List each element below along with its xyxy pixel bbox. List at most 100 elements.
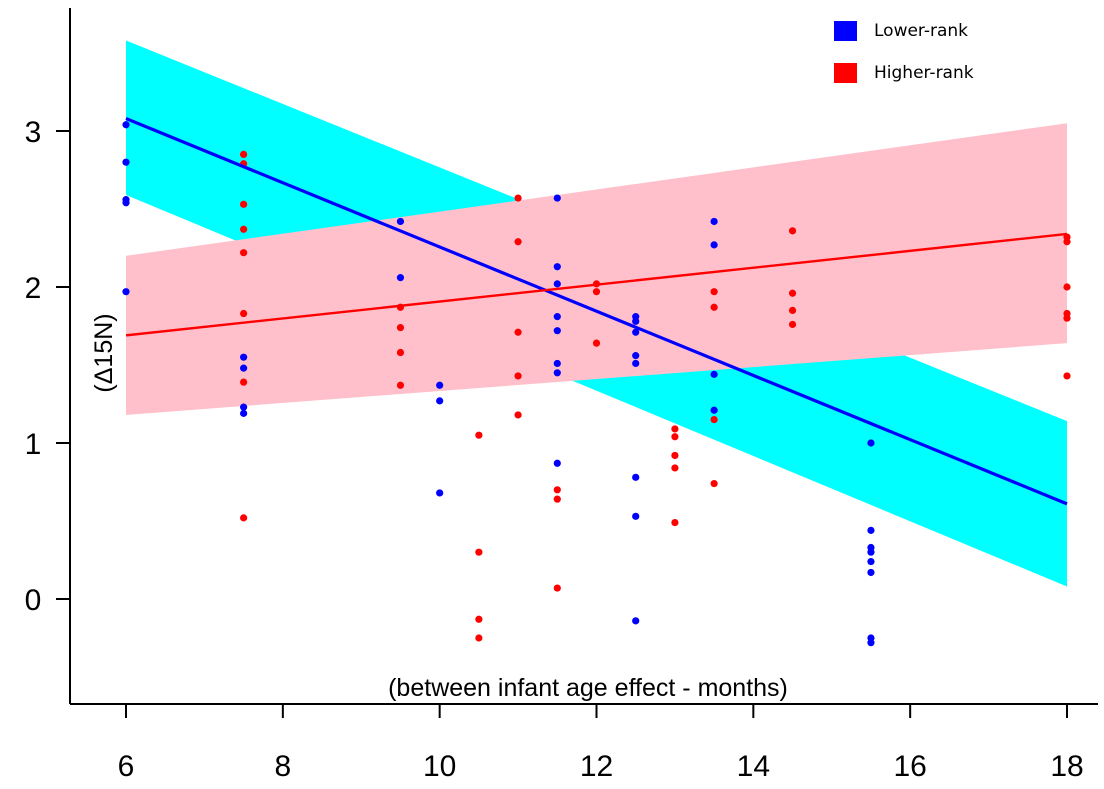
point-higher-rank [514, 194, 522, 202]
point-lower-rank [436, 489, 444, 497]
y-tick-label: 0 [25, 584, 42, 617]
point-lower-rank [240, 403, 248, 411]
point-higher-rank [671, 451, 679, 460]
fit-line-lower-rank [125, 117, 1068, 506]
data-points [122, 121, 1071, 647]
point-higher-rank [592, 339, 601, 347]
point-higher-rank [240, 150, 248, 158]
point-lower-rank [396, 274, 405, 282]
point-lower-rank [436, 397, 444, 405]
point-lower-rank [553, 313, 561, 321]
x-tick-label: 6 [118, 750, 135, 783]
point-lower-rank [867, 639, 875, 647]
x-tick-label: 10 [423, 750, 456, 783]
point-higher-rank [514, 238, 522, 246]
x-tick-label: 14 [737, 750, 770, 783]
point-higher-rank [514, 328, 522, 336]
point-lower-rank [553, 327, 561, 335]
point-higher-rank [671, 518, 679, 527]
point-higher-rank [788, 227, 797, 235]
legend-label-lower-rank: Lower-rank [874, 21, 968, 41]
point-lower-rank [553, 459, 561, 467]
point-lower-rank [710, 370, 718, 378]
point-higher-rank [240, 309, 248, 318]
x-tick-label: 16 [893, 750, 926, 783]
point-higher-rank [1063, 283, 1071, 291]
legend: Lower-rank Higher-rank [834, 21, 974, 83]
point-higher-rank [1063, 314, 1071, 322]
point-lower-rank [553, 263, 561, 271]
point-lower-rank [122, 288, 130, 296]
point-higher-rank [396, 381, 405, 389]
point-lower-rank [240, 364, 248, 372]
point-higher-rank [788, 289, 797, 297]
x-axis-label: (between infant age effect - months) [388, 674, 788, 702]
point-higher-rank [475, 634, 483, 642]
point-higher-rank [514, 372, 522, 380]
point-higher-rank [396, 323, 405, 332]
point-higher-rank [710, 303, 718, 311]
point-higher-rank [553, 486, 561, 494]
point-higher-rank [1063, 372, 1071, 380]
confidence-band-higher-rank [126, 123, 1067, 415]
point-lower-rank [553, 194, 561, 202]
point-lower-rank [632, 512, 640, 520]
y-tick-label: 2 [25, 272, 42, 305]
legend-label-higher-rank: Higher-rank [874, 63, 974, 83]
fit-line-higher-rank [125, 232, 1068, 337]
point-higher-rank [240, 249, 248, 257]
point-higher-rank [396, 348, 405, 357]
point-lower-rank [553, 359, 561, 368]
point-lower-rank [710, 217, 718, 226]
point-lower-rank [396, 217, 405, 226]
point-lower-rank [553, 369, 561, 377]
point-higher-rank [788, 320, 797, 329]
point-lower-rank [632, 617, 640, 625]
y-axis-label: (Δ15N) [90, 313, 118, 392]
point-lower-rank [867, 526, 875, 534]
point-higher-rank [553, 584, 561, 592]
point-higher-rank [514, 411, 522, 419]
point-lower-rank [867, 548, 875, 556]
y-tick-label: 1 [25, 428, 42, 461]
point-lower-rank [867, 568, 875, 577]
point-higher-rank [475, 615, 483, 623]
point-lower-rank [710, 241, 718, 249]
legend-swatch-lower-rank [834, 21, 857, 41]
point-lower-rank [632, 473, 640, 481]
point-higher-rank [671, 433, 679, 441]
point-lower-rank [632, 352, 640, 360]
point-higher-rank [671, 425, 679, 433]
point-higher-rank [1063, 238, 1071, 246]
point-lower-rank [632, 317, 640, 325]
point-higher-rank [240, 378, 248, 386]
point-lower-rank [240, 353, 248, 361]
point-higher-rank [788, 306, 797, 314]
point-higher-rank [710, 479, 718, 488]
point-lower-rank [867, 557, 875, 566]
point-higher-rank [240, 225, 248, 233]
point-lower-rank [553, 280, 561, 288]
legend-swatch-higher-rank [834, 63, 857, 83]
point-higher-rank [475, 548, 483, 556]
point-higher-rank [240, 514, 248, 522]
point-higher-rank [671, 464, 679, 472]
point-lower-rank [632, 328, 640, 336]
regression-lines [125, 117, 1068, 506]
point-higher-rank [240, 200, 248, 208]
point-lower-rank [122, 199, 130, 207]
y-tick-label: 3 [25, 116, 42, 149]
confidence-bands [126, 40, 1067, 587]
point-lower-rank [710, 406, 718, 414]
x-tick-label: 12 [580, 750, 613, 783]
point-lower-rank [632, 359, 640, 368]
point-higher-rank [710, 416, 718, 424]
point-lower-rank [867, 439, 875, 447]
point-lower-rank [122, 158, 130, 166]
point-lower-rank [240, 409, 248, 417]
x-tick-label: 8 [274, 750, 291, 783]
point-lower-rank [122, 121, 130, 129]
point-lower-rank [436, 381, 444, 389]
